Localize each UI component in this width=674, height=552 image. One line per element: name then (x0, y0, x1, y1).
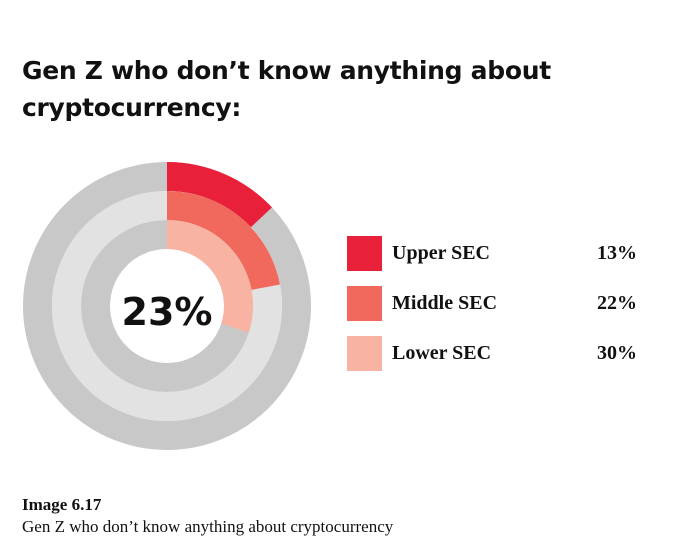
chart-title-line-2: cryptocurrency: (22, 93, 242, 122)
ring-segment-middle-sec (167, 191, 280, 290)
center-percentage-label: 23% (122, 290, 213, 334)
caption-text: Gen Z who don’t know anything about cryp… (22, 517, 394, 536)
legend-value-middle-sec: 22% (597, 292, 637, 314)
legend-item-upper-sec: Upper SEC 13% (347, 236, 647, 286)
legend-swatch-middle-sec (347, 286, 382, 321)
legend-value-upper-sec: 13% (597, 242, 637, 264)
chart-legend: Upper SEC 13% Middle SEC 22% Lower SEC 3… (347, 236, 647, 386)
legend-label-middle-sec: Middle SEC (392, 292, 498, 314)
ring-segment-upper-sec (167, 162, 272, 228)
legend-item-lower-sec: Lower SEC 30% (347, 336, 647, 386)
figure-caption: Image 6.17 Gen Z who don’t know anything… (22, 494, 393, 538)
chart-title: Gen Z who don’t know anything about cryp… (22, 52, 551, 126)
caption-heading: Image 6.17 (22, 495, 102, 514)
legend-item-middle-sec: Middle SEC 22% (347, 286, 647, 336)
legend-label-lower-sec: Lower SEC (392, 342, 492, 364)
legend-swatch-upper-sec (347, 236, 382, 271)
legend-label-upper-sec: Upper SEC (392, 242, 490, 264)
chart-title-line-1: Gen Z who don’t know anything about (22, 56, 551, 85)
ring-segment-lower-sec (167, 220, 253, 333)
legend-swatch-lower-sec (347, 336, 382, 371)
legend-value-lower-sec: 30% (597, 342, 637, 364)
